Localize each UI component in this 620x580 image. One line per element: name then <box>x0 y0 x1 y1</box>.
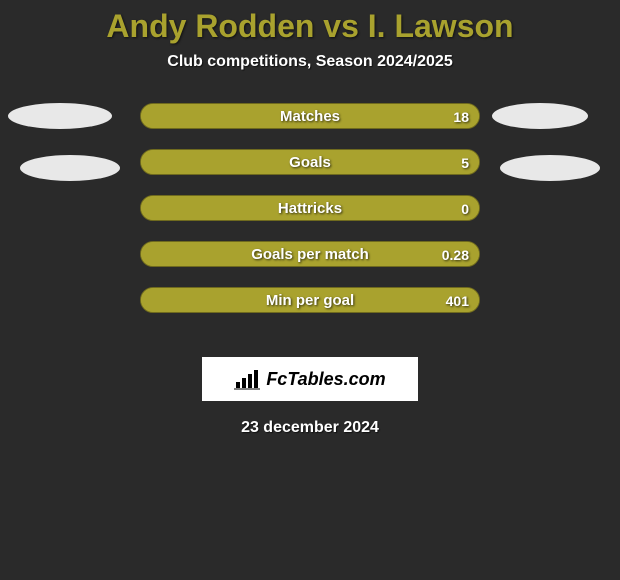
stat-label: Min per goal <box>141 288 479 313</box>
date-text: 23 december 2024 <box>0 419 620 437</box>
brand-logo-text: FcTables.com <box>266 369 385 390</box>
stat-label: Goals per match <box>141 242 479 267</box>
stats-area: Matches18 Goals5 Hattricks0 Goals per match… <box>0 103 620 343</box>
stat-value-right: 0.28 <box>442 242 469 267</box>
stat-row: Hattricks0 <box>140 195 480 221</box>
stat-row: Goals5 <box>140 149 480 175</box>
subtitle: Club competitions, Season 2024/2025 <box>0 53 620 71</box>
stat-value-right: 401 <box>446 288 469 313</box>
stat-value-right: 5 <box>461 150 469 175</box>
stat-value-right: 18 <box>453 104 469 129</box>
stat-row: Goals per match0.28 <box>140 241 480 267</box>
brand-logo: FcTables.com <box>202 357 418 401</box>
bar-chart-icon <box>234 368 260 390</box>
comparison-infographic: Andy Rodden vs I. Lawson Club competitio… <box>0 0 620 580</box>
stat-label: Matches <box>141 104 479 129</box>
stat-row: Matches18 <box>140 103 480 129</box>
stat-row: Min per goal401 <box>140 287 480 313</box>
stat-value-right: 0 <box>461 196 469 221</box>
stat-label: Goals <box>141 150 479 175</box>
player-left-ellipse-1 <box>8 103 112 129</box>
player-right-ellipse-2 <box>500 155 600 181</box>
player-right-ellipse-1 <box>492 103 588 129</box>
page-title: Andy Rodden vs I. Lawson <box>0 0 620 45</box>
stat-label: Hattricks <box>141 196 479 221</box>
player-left-ellipse-2 <box>20 155 120 181</box>
